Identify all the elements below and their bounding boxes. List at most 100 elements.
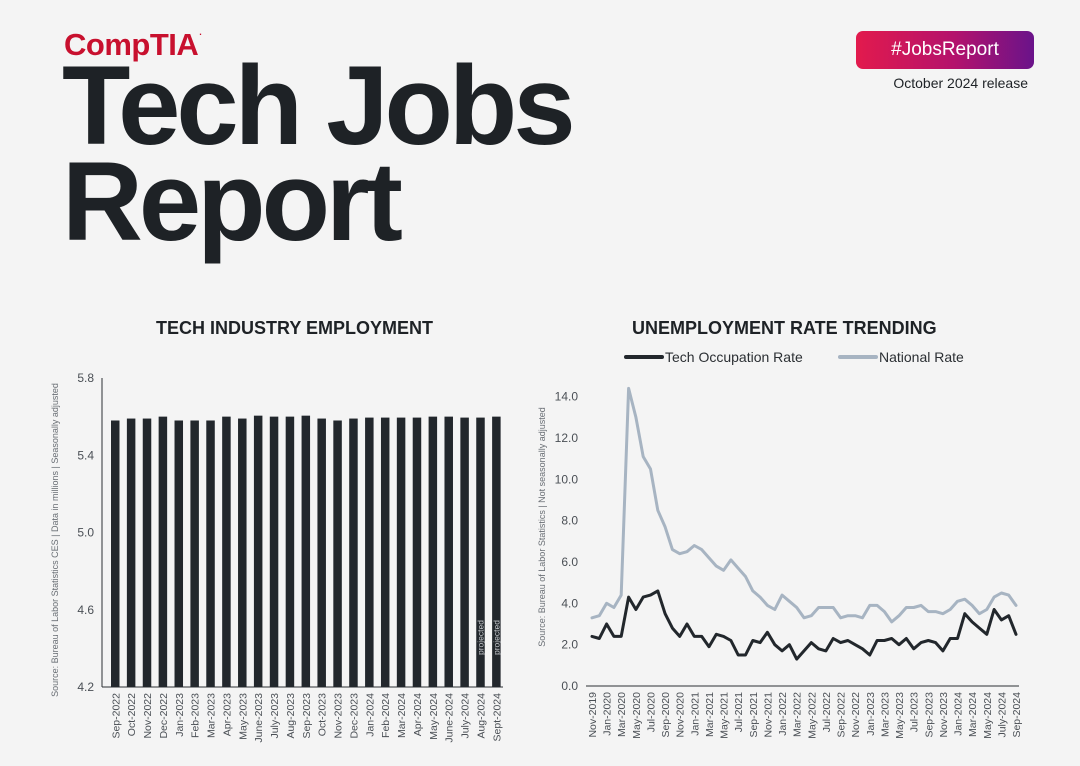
unemployment-chart-title: UNEMPLOYMENT RATE TRENDING: [632, 318, 937, 338]
bar: [412, 417, 422, 687]
bar-x-tick-label: Sept-2024: [491, 693, 503, 742]
hashtag-badge[interactable]: #JobsReport: [856, 31, 1034, 69]
line-x-tick-label: Nov-2020: [675, 692, 687, 738]
line-x-tick-label: Jan-2023: [865, 692, 877, 736]
bar: [253, 415, 263, 687]
line-y-axis-label: Source: Bureau of Labor Statistics | Not…: [537, 407, 547, 646]
bar-y-axis-label: Source: Bureau of Labor Statistics CES |…: [50, 383, 60, 697]
line-x-tick-label: July-2024: [996, 692, 1008, 738]
bar: [158, 416, 168, 687]
bar-y-tick-label: 5.0: [77, 526, 94, 540]
bar: [111, 420, 120, 687]
bar-x-tick-label: Jan-2024: [364, 693, 376, 737]
line-y-tick-label: 2.0: [561, 638, 578, 652]
line-x-tick-label: Jan-2022: [777, 692, 789, 736]
line-x-tick-label: Sep-2020: [660, 692, 672, 738]
bar: [222, 416, 231, 687]
line-x-tick-label: Mar-2024: [967, 692, 979, 737]
line-x-tick-label: May-2021: [719, 692, 731, 739]
page-title: Tech Jobs Report: [62, 43, 576, 264]
bar-y-tick-label: 5.8: [77, 371, 94, 385]
bar-x-tick-label: Feb-2024: [380, 693, 392, 738]
bar-x-tick-label: Sep-2022: [110, 693, 122, 739]
line-x-tick-label: Sep-2023: [923, 692, 935, 738]
title-line-1: Tech Jobs: [62, 43, 576, 168]
bar: [476, 417, 485, 687]
bar-x-tick-label: Aug-2024: [475, 693, 487, 739]
line-x-tick-label: Mar-2022: [792, 692, 804, 737]
bar: [142, 418, 152, 687]
bar: [428, 416, 438, 687]
bar: [349, 418, 358, 687]
bar-x-tick-label: Mar-2024: [396, 693, 408, 738]
line-x-tick-label: Mar-2021: [704, 692, 716, 737]
line-y-tick-label: 14.0: [555, 390, 579, 404]
bar-x-tick-label: Oct-2023: [317, 693, 329, 736]
line-x-tick-label: May-2020: [631, 692, 643, 739]
line-x-tick-label: Jan-2020: [602, 692, 614, 736]
bar: [444, 416, 453, 687]
bar-x-tick-label: Oct-2022: [126, 693, 138, 736]
line-x-tick-label: Mar-2023: [879, 692, 891, 737]
line-x-tick-label: Mar-2020: [616, 692, 628, 737]
bar-x-tick-label: June-2024: [444, 693, 456, 743]
bar-x-tick-label: Nov-2022: [142, 693, 154, 739]
bar-x-tick-label: Dec-2023: [348, 693, 360, 739]
title-line-2: Report: [62, 139, 403, 264]
line-x-tick-label: May-2023: [894, 692, 906, 739]
bar: [269, 416, 279, 687]
legend-label-tech: Tech Occupation Rate: [665, 349, 803, 365]
line-x-tick-label: May-2022: [806, 692, 818, 739]
bar: [238, 418, 247, 687]
line-x-tick-label: May-2024: [982, 692, 994, 739]
line-x-tick-label: Sep-2021: [748, 692, 760, 738]
bar-x-tick-label: Aug-2023: [285, 693, 297, 739]
comptia-logo: CompTIA.: [64, 27, 202, 63]
line-y-tick-label: 6.0: [561, 555, 578, 569]
bar-x-tick-label: May-2024: [428, 693, 440, 740]
line-y-tick-label: 10.0: [555, 472, 579, 486]
bar: [174, 420, 184, 687]
line-x-tick-label: Jan-2024: [953, 692, 965, 736]
legend-label-national: National Rate: [879, 349, 964, 365]
bar: [126, 418, 136, 687]
bar-x-tick-label: July-2023: [269, 693, 281, 739]
line-x-tick-label: Jan-2021: [689, 692, 701, 736]
line-x-tick-label: Jul-2022: [821, 692, 833, 732]
line-x-tick-label: Nov-2023: [938, 692, 950, 738]
national-rate-line: [590, 386, 1018, 624]
logo-text: CompTIA: [64, 27, 199, 62]
bar: [285, 416, 295, 687]
line-x-tick-label: Sep-2022: [836, 692, 848, 738]
line-x-tick-label: Nov-2022: [850, 692, 862, 738]
line-x-tick-label: Sep-2024: [1011, 692, 1023, 738]
release-date: October 2024 release: [893, 75, 1028, 91]
bar: [206, 420, 215, 687]
bar-x-tick-label: June-2023: [253, 693, 265, 743]
bar: [317, 418, 326, 687]
bar-y-tick-label: 5.4: [77, 448, 94, 462]
projected-annotation: projected: [475, 620, 485, 655]
bar: [380, 417, 390, 687]
employment-chart-title: TECH INDUSTRY EMPLOYMENT: [156, 318, 434, 338]
bar-x-tick-label: Feb-2023: [190, 693, 202, 738]
bar: [190, 420, 199, 687]
line-x-tick-label: Jul-2021: [733, 692, 745, 732]
bar-x-tick-label: Sep-2023: [301, 693, 313, 739]
bar-x-tick-label: Apr-2023: [221, 693, 233, 736]
line-x-tick-label: Nov-2019: [587, 692, 599, 738]
line-y-tick-label: 8.0: [561, 514, 578, 528]
bar: [365, 417, 374, 687]
line-x-tick-label: Jul-2020: [645, 692, 657, 732]
bar-x-tick-label: Dec-2022: [158, 693, 170, 739]
tech-rate-line: [590, 589, 1018, 661]
bar-x-tick-label: Apr-2024: [412, 693, 424, 736]
line-y-tick-label: 0.0: [561, 679, 578, 693]
bar-y-tick-label: 4.6: [77, 603, 94, 617]
bar: [396, 417, 406, 687]
line-y-tick-label: 12.0: [555, 431, 579, 445]
line-x-tick-label: Nov-2021: [762, 692, 774, 738]
projected-annotation: projected: [491, 620, 501, 655]
